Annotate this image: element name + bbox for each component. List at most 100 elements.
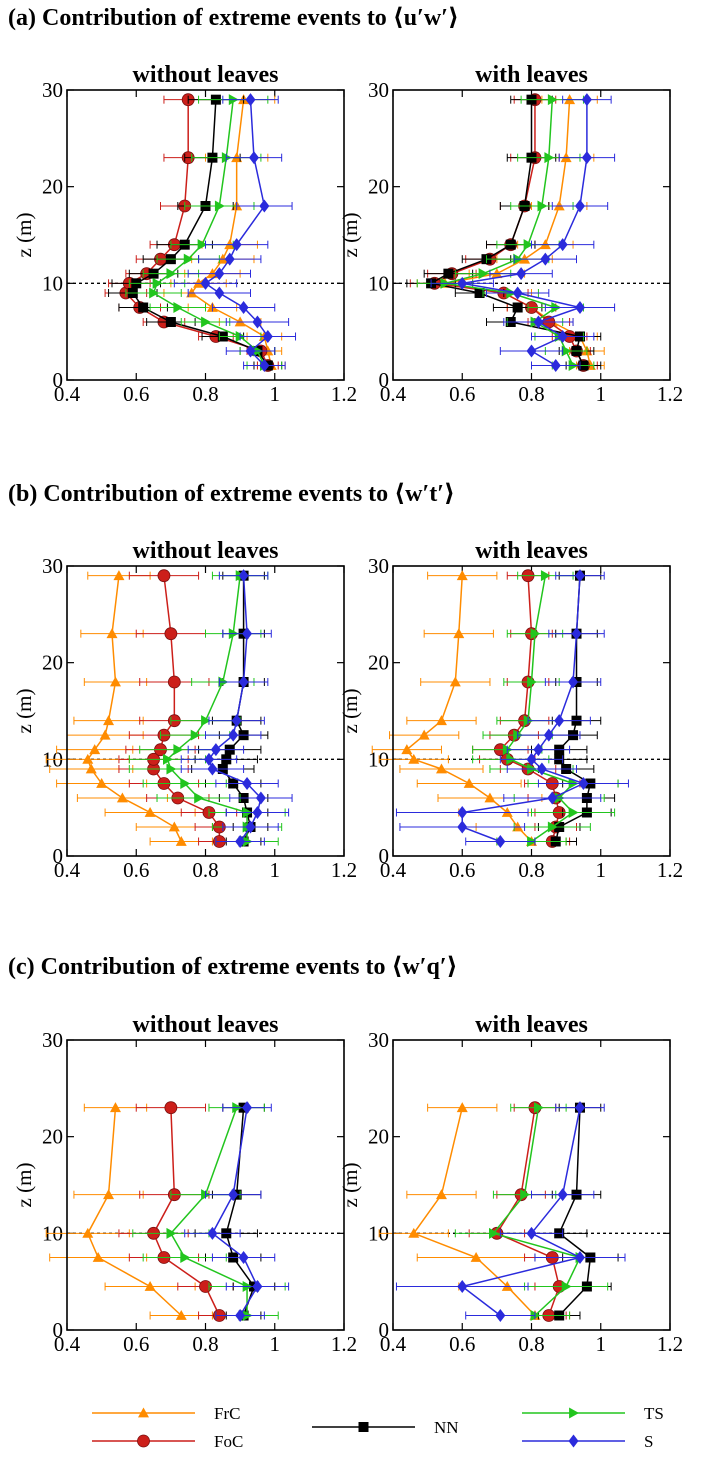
data-point xyxy=(183,253,194,265)
data-point xyxy=(168,821,180,832)
legend-item-TS: TS xyxy=(522,1404,664,1423)
data-point xyxy=(252,1280,263,1293)
panel-1-1: with leaves z (m) 0.4 0.6 0.8 1 1.2 0 10 20 30 xyxy=(338,538,683,882)
legend-item-NN: NN xyxy=(312,1418,459,1437)
data-point xyxy=(561,345,572,357)
data-point xyxy=(547,821,558,833)
plot-frame xyxy=(66,565,345,857)
data-point xyxy=(166,268,177,280)
series-FrC xyxy=(378,1102,571,1320)
plot-frame xyxy=(392,565,671,857)
data-point xyxy=(568,807,579,818)
y-tick-label: 0 xyxy=(53,1318,64,1342)
series-TS xyxy=(132,1102,286,1321)
data-point xyxy=(259,359,270,372)
x-tick-label: 0.6 xyxy=(123,1332,149,1356)
data-point xyxy=(255,791,266,805)
x-tick-label: 0.4 xyxy=(54,858,81,882)
panel-0-1: with leaves z (m) 0.4 0.6 0.8 1 1.2 0 10 20 30 xyxy=(338,62,683,406)
y-tick-label: 0 xyxy=(379,844,390,868)
data-point xyxy=(550,359,561,372)
data-point xyxy=(533,315,544,329)
data-point xyxy=(478,268,489,280)
data-point xyxy=(568,675,579,689)
data-point xyxy=(194,792,205,804)
data-point xyxy=(164,1101,178,1115)
data-point xyxy=(242,1101,253,1115)
data-point xyxy=(180,1252,191,1263)
legend-marker xyxy=(137,1434,150,1448)
data-point xyxy=(228,728,239,742)
data-point xyxy=(495,835,506,848)
x-tick-label: 1.2 xyxy=(331,858,357,882)
y-tick-label: 20 xyxy=(368,651,389,675)
data-point xyxy=(537,200,548,212)
series-NN xyxy=(531,570,619,847)
data-point xyxy=(578,777,589,790)
y-tick-label: 0 xyxy=(379,368,390,392)
data-point xyxy=(557,330,568,343)
x-tick-label: 1 xyxy=(596,1332,607,1356)
data-point xyxy=(193,277,205,288)
y-tick-label: 20 xyxy=(42,175,63,199)
series-FrC xyxy=(45,1102,213,1320)
data-point xyxy=(581,93,592,107)
data-point xyxy=(512,821,524,832)
data-point xyxy=(248,151,259,165)
legend-label: TS xyxy=(644,1404,664,1423)
data-point xyxy=(557,238,568,252)
y-tick-label: 10 xyxy=(42,271,63,295)
x-tick-label: 1.2 xyxy=(331,382,357,406)
data-point xyxy=(92,1252,104,1262)
data-point xyxy=(408,753,420,764)
panel-title: with leaves xyxy=(475,1012,588,1038)
legend-label: NN xyxy=(434,1418,459,1437)
data-point xyxy=(530,628,541,640)
data-point xyxy=(109,676,121,687)
series-TS xyxy=(128,570,286,847)
data-point xyxy=(234,316,246,327)
data-point xyxy=(536,762,547,776)
data-point xyxy=(152,277,163,289)
data-point xyxy=(519,253,531,264)
data-point xyxy=(245,344,256,358)
panel-title: with leaves xyxy=(475,62,588,88)
data-point xyxy=(238,301,249,314)
y-tick-label: 0 xyxy=(53,844,64,868)
data-point xyxy=(245,820,256,834)
x-tick-label: 0.8 xyxy=(518,1332,544,1356)
data-point xyxy=(214,286,225,300)
panel-title: without leaves xyxy=(133,538,279,564)
plot-frame xyxy=(66,1039,345,1331)
data-point xyxy=(456,1102,468,1113)
data-point xyxy=(217,253,229,264)
data-point xyxy=(82,753,94,764)
x-tick-label: 1.2 xyxy=(331,1332,357,1356)
data-point xyxy=(449,676,461,687)
data-point xyxy=(99,729,111,740)
data-point xyxy=(418,729,430,740)
data-point xyxy=(173,302,184,313)
data-point xyxy=(231,152,243,163)
data-point xyxy=(491,268,503,279)
series-NN xyxy=(406,94,602,371)
data-point xyxy=(516,267,527,281)
series-FrC xyxy=(45,570,213,846)
data-point xyxy=(501,1281,513,1291)
data-point xyxy=(190,729,201,741)
x-tick-label: 1.2 xyxy=(657,1332,683,1356)
x-tick-label: 0.6 xyxy=(449,382,475,406)
data-point xyxy=(89,744,101,755)
plot-frame xyxy=(66,89,345,381)
data-point xyxy=(214,267,225,281)
data-point xyxy=(474,288,485,298)
y-tick-label: 30 xyxy=(42,78,63,102)
legend-marker xyxy=(358,1422,369,1432)
data-point xyxy=(547,94,558,106)
y-axis-label: z (m) xyxy=(12,689,36,734)
series-line xyxy=(461,575,586,843)
data-point xyxy=(245,93,256,107)
y-tick-label: 10 xyxy=(368,747,389,771)
data-point xyxy=(214,200,225,212)
plot-frame xyxy=(392,89,671,381)
